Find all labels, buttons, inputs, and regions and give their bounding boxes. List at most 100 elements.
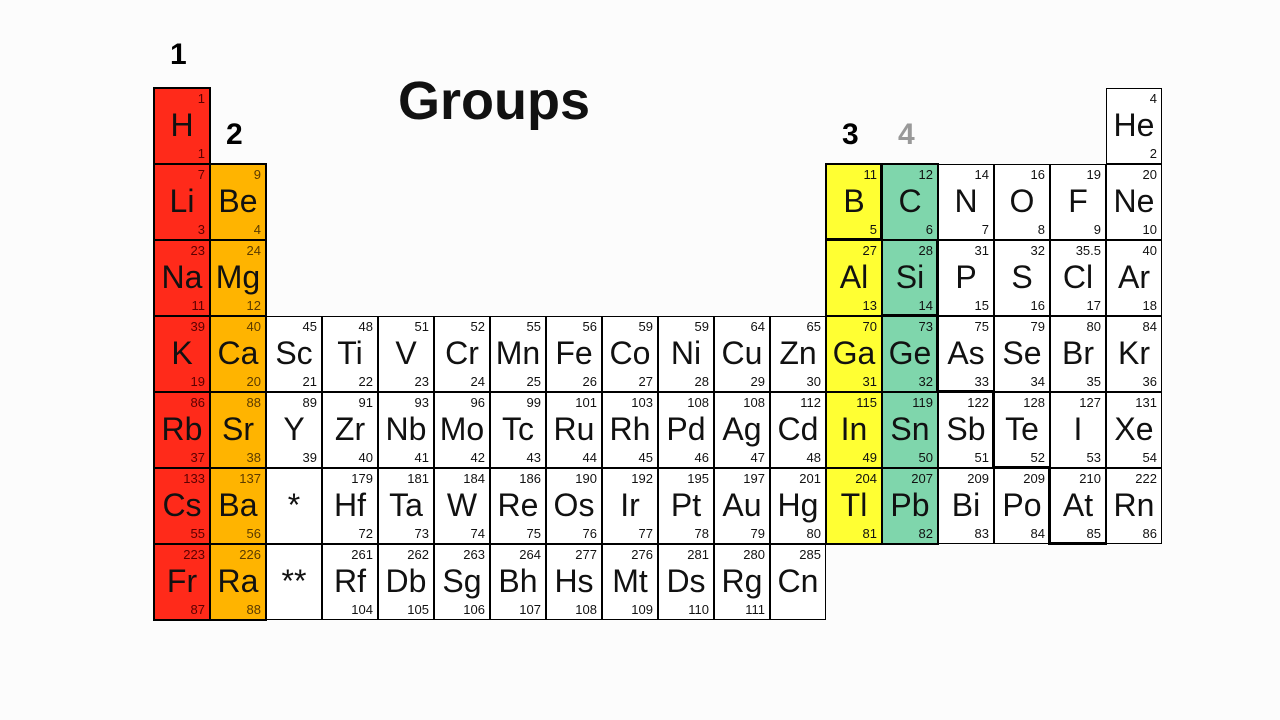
element-mass: 9 bbox=[254, 167, 261, 182]
element-mass: 127 bbox=[1079, 395, 1101, 410]
element-cell-N: N147 bbox=[938, 164, 994, 240]
element-symbol: Br bbox=[1051, 335, 1105, 372]
element-cell-Tl: Tl20481 bbox=[826, 468, 882, 544]
element-symbol: V bbox=[379, 335, 433, 372]
element-mass: 190 bbox=[575, 471, 597, 486]
element-cell-Ta: Ta18173 bbox=[378, 468, 434, 544]
element-cell-W: W18474 bbox=[434, 468, 490, 544]
group-label: 4 bbox=[898, 118, 915, 152]
element-mass: 108 bbox=[743, 395, 765, 410]
element-number: 80 bbox=[807, 526, 821, 541]
element-cell-Al: Al2713 bbox=[826, 240, 882, 316]
element-cell-Au: Au19779 bbox=[714, 468, 770, 544]
element-mass: 32 bbox=[1031, 243, 1045, 258]
element-symbol: Ba bbox=[211, 487, 265, 524]
element-cell-Cd: Cd11248 bbox=[770, 392, 826, 468]
element-symbol: Po bbox=[995, 487, 1049, 524]
element-mass: 207 bbox=[911, 471, 933, 486]
element-symbol: Sc bbox=[267, 335, 321, 372]
element-mass: 222 bbox=[1135, 471, 1157, 486]
element-mass: 209 bbox=[1023, 471, 1045, 486]
element-number: 51 bbox=[975, 450, 989, 465]
element-mass: 179 bbox=[351, 471, 373, 486]
element-number: 46 bbox=[695, 450, 709, 465]
element-number: 20 bbox=[247, 374, 261, 389]
element-mass: 7 bbox=[198, 167, 205, 182]
element-symbol: Tl bbox=[827, 487, 881, 524]
element-mass: 52 bbox=[471, 319, 485, 334]
element-cell-Sc: Sc4521 bbox=[266, 316, 322, 392]
element-number: 36 bbox=[1143, 374, 1157, 389]
element-symbol: Ds bbox=[659, 563, 713, 600]
element-mass: 70 bbox=[863, 319, 877, 334]
element-number: 11 bbox=[192, 298, 206, 313]
element-mass: 99 bbox=[527, 395, 541, 410]
element-cell-Fr: Fr22387 bbox=[154, 544, 210, 620]
element-cell-Ar: Ar4018 bbox=[1106, 240, 1162, 316]
element-mass: 91 bbox=[359, 395, 373, 410]
element-number: 19 bbox=[191, 374, 205, 389]
element-cell-Hg: Hg20180 bbox=[770, 468, 826, 544]
element-mass: 261 bbox=[351, 547, 373, 562]
element-symbol: Hs bbox=[547, 563, 601, 600]
element-cell-Rh: Rh10345 bbox=[602, 392, 658, 468]
element-symbol: Al bbox=[827, 259, 881, 296]
element-number: 27 bbox=[639, 374, 653, 389]
element-mass: 195 bbox=[687, 471, 709, 486]
element-symbol: O bbox=[995, 183, 1049, 220]
element-number: 79 bbox=[751, 526, 765, 541]
element-number: 38 bbox=[247, 450, 261, 465]
element-cell-Ba: Ba13756 bbox=[210, 468, 266, 544]
element-mass: 263 bbox=[463, 547, 485, 562]
element-symbol: * bbox=[267, 487, 321, 524]
element-cell-S: S3216 bbox=[994, 240, 1050, 316]
element-number: 77 bbox=[639, 526, 653, 541]
element-number: 15 bbox=[975, 298, 989, 313]
element-number: 37 bbox=[191, 450, 205, 465]
element-cell-Ru: Ru10144 bbox=[546, 392, 602, 468]
element-mass: 115 bbox=[856, 395, 877, 410]
element-symbol: Cs bbox=[155, 487, 209, 524]
element-mass: 31 bbox=[975, 243, 989, 258]
element-cell-starstar: ** bbox=[266, 544, 322, 620]
element-number: 32 bbox=[919, 374, 933, 389]
element-symbol: Ga bbox=[827, 335, 881, 372]
element-mass: 133 bbox=[183, 471, 205, 486]
element-number: 44 bbox=[583, 450, 597, 465]
element-symbol: Re bbox=[491, 487, 545, 524]
element-mass: 210 bbox=[1079, 471, 1101, 486]
element-mass: 4 bbox=[1150, 91, 1157, 106]
element-mass: 101 bbox=[575, 395, 597, 410]
element-number: 52 bbox=[1031, 450, 1045, 465]
staircase-segment bbox=[993, 466, 1051, 469]
element-cell-Ca: Ca4020 bbox=[210, 316, 266, 392]
element-mass: 40 bbox=[1143, 243, 1157, 258]
element-cell-Cl: Cl35.517 bbox=[1050, 240, 1106, 316]
element-symbol: K bbox=[155, 335, 209, 372]
element-cell-Y: Y8939 bbox=[266, 392, 322, 468]
element-mass: 79 bbox=[1031, 319, 1045, 334]
element-symbol: H bbox=[155, 107, 209, 144]
element-symbol: W bbox=[435, 487, 489, 524]
element-cell-K: K3919 bbox=[154, 316, 210, 392]
element-symbol: Fe bbox=[547, 335, 601, 372]
group-label: 1 bbox=[170, 38, 187, 72]
element-mass: 128 bbox=[1023, 395, 1045, 410]
element-cell-Cr: Cr5224 bbox=[434, 316, 490, 392]
element-number: 18 bbox=[1143, 298, 1157, 313]
element-cell-C: C126 bbox=[882, 164, 938, 240]
staircase-segment bbox=[992, 391, 995, 469]
element-cell-Po: Po20984 bbox=[994, 468, 1050, 544]
element-number: 21 bbox=[303, 374, 317, 389]
element-number: 33 bbox=[975, 374, 989, 389]
element-symbol: Rn bbox=[1107, 487, 1161, 524]
element-number: 55 bbox=[191, 526, 205, 541]
element-symbol: Sg bbox=[435, 563, 489, 600]
element-mass: 223 bbox=[183, 547, 205, 562]
element-symbol: Ni bbox=[659, 335, 713, 372]
element-cell-I: I12753 bbox=[1050, 392, 1106, 468]
element-cell-Rg: Rg280111 bbox=[714, 544, 770, 620]
element-number: 56 bbox=[247, 526, 261, 541]
element-mass: 73 bbox=[919, 319, 933, 334]
element-symbol: Cu bbox=[715, 335, 769, 372]
